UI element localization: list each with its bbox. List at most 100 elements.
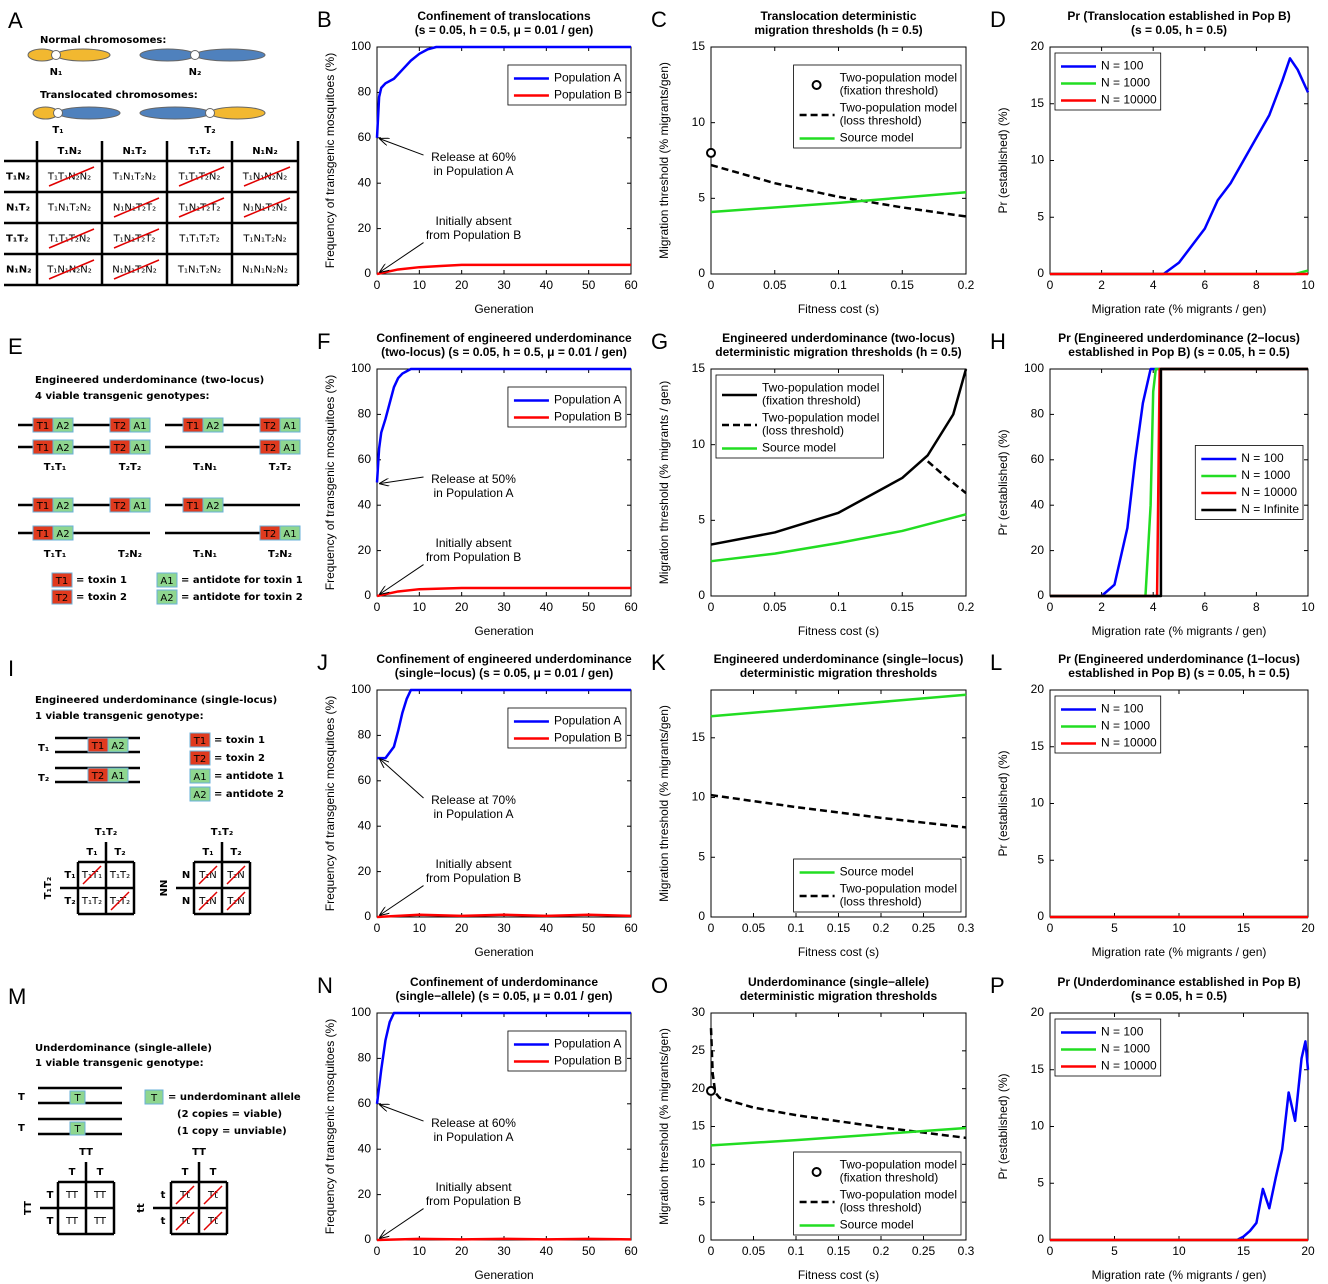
y-axis-label: Frequency of transgenic mosquitoes (%) — [323, 53, 337, 268]
panel-letter: H — [990, 329, 1006, 354]
locus-label: A1 — [133, 443, 146, 454]
series-line — [375, 367, 631, 483]
locus-label: A1 — [133, 421, 146, 432]
annotation: Release at 50% — [431, 472, 516, 486]
x-tick-label: 0.05 — [763, 278, 787, 292]
chromosome-label: T₂ — [38, 773, 49, 784]
key-label: (2 copies = viable) — [177, 1109, 282, 1120]
series-line — [709, 1028, 967, 1140]
diagram-line — [203, 1211, 223, 1231]
chart-title: Confinement of engineered underdominance — [376, 331, 632, 345]
x-tick-label: 0.1 — [788, 921, 805, 935]
key-label: = underdominant allele — [168, 1092, 301, 1103]
punnett-column: T — [69, 1167, 76, 1178]
y-tick-label: 5 — [1037, 1175, 1044, 1189]
chart-title: (single−locus) (s = 0.05, μ = 0.01 / gen… — [395, 666, 613, 680]
series-line — [377, 688, 631, 760]
punnett-column: T — [182, 1167, 189, 1178]
punnett-column: T₁ — [86, 847, 97, 858]
y-axis-label: Pr (established) (%) — [996, 1073, 1010, 1179]
legend-label: Population B — [554, 731, 622, 745]
annotation: in Population A — [433, 807, 513, 821]
chart-title: deterministic migration thresholds (h = … — [715, 345, 961, 359]
y-tick-label: 10 — [692, 790, 706, 804]
locus-label: T1 — [186, 501, 199, 512]
y-tick-label: 20 — [1031, 543, 1045, 557]
punnett-parent: T₁T₂ — [211, 827, 233, 838]
column-label: T₁T₂ — [188, 146, 210, 157]
x-tick-label: 40 — [540, 278, 554, 292]
legend-label: Population A — [554, 393, 621, 407]
panel-letter: M — [8, 984, 26, 1009]
key-box — [144, 1089, 164, 1105]
row-label: T₁T₂ — [6, 234, 28, 245]
column-label: N₁T₂ — [123, 146, 147, 157]
y-tick-label: 100 — [351, 361, 371, 375]
y-tick-label: 5 — [1037, 209, 1044, 223]
x-tick-label: 8 — [1253, 278, 1260, 292]
y-tick-label: 20 — [358, 543, 372, 557]
annotation-arrow — [380, 564, 424, 594]
key-box — [189, 786, 211, 802]
chart-title: Confinement of translocations — [417, 9, 591, 23]
y-tick-label: 15 — [692, 39, 706, 53]
x-tick-label: 30 — [497, 600, 511, 614]
locus-label: T2 — [113, 421, 126, 432]
x-tick-label: 6 — [1201, 278, 1208, 292]
series-line — [376, 1237, 632, 1242]
heading: Normal chromosomes: — [40, 35, 166, 46]
diagram-line — [226, 865, 246, 885]
annotation: Initially absent — [435, 1180, 512, 1194]
key-label: = antidote for toxin 2 — [181, 592, 303, 603]
x-tick-label: 0.05 — [763, 600, 787, 614]
panel-letter: F — [317, 329, 330, 354]
chart-title: (two-locus) (s = 0.05, h = 0.5, μ = 0.01… — [381, 345, 627, 359]
x-tick-label: 0.3 — [958, 921, 975, 935]
cell: N₁N₁N₂N₂ — [242, 265, 288, 276]
heading: Engineered underdominance (single-locus) — [35, 695, 277, 706]
x-tick-label: 50 — [582, 600, 596, 614]
y-tick-label: 25 — [692, 1043, 706, 1057]
punnett-column: T — [97, 1167, 104, 1178]
legend-label: (loss threshold) — [840, 1201, 922, 1215]
y-tick-label: 100 — [351, 39, 371, 53]
legend-box — [715, 374, 884, 459]
chromosome-arm — [139, 48, 196, 62]
punnett-cell: T₁T₂ — [109, 870, 130, 881]
locus-label: T1 — [186, 421, 199, 432]
punnett-column: T₂ — [230, 847, 241, 858]
legend-label: N = 1000 — [1101, 1042, 1150, 1056]
y-tick-label: 15 — [1031, 96, 1045, 110]
x-tick-label: 8 — [1253, 600, 1260, 614]
x-tick-label: 0.15 — [827, 1244, 851, 1258]
locus-label: T1 — [91, 741, 104, 752]
x-tick-label: 10 — [1301, 278, 1315, 292]
annotation: Initially absent — [435, 857, 512, 871]
locus-label: A1 — [133, 501, 146, 512]
locus-label: T2 — [263, 443, 276, 454]
heading: 1 viable transgenic genotype: — [35, 711, 204, 722]
x-tick-label: 0.2 — [873, 1244, 890, 1258]
punnett-cell: TT — [65, 1190, 79, 1201]
x-tick-label: 0.25 — [912, 921, 936, 935]
locus-box — [52, 497, 74, 513]
y-tick-label: 40 — [358, 818, 372, 832]
column-label: T₁N₂ — [58, 146, 82, 157]
x-tick-label: 0.1 — [830, 278, 847, 292]
punnett-parent: T₁T₂ — [95, 827, 117, 838]
legend-marker — [811, 80, 822, 90]
legend-label: N = 100 — [1101, 59, 1144, 73]
chart-title: (single−allele) (s = 0.05, μ = 0.01 / ge… — [395, 989, 612, 1003]
series-line — [710, 793, 967, 829]
y-tick-label: 0 — [698, 588, 705, 602]
y-tick-label: 15 — [1031, 739, 1045, 753]
y-tick-label: 0 — [364, 909, 371, 923]
y-tick-label: 5 — [698, 513, 705, 527]
x-tick-label: 0 — [708, 278, 715, 292]
y-tick-label: 0 — [1037, 588, 1044, 602]
key-box-label: A1 — [160, 576, 173, 587]
genotype-label: T₂N₂ — [118, 549, 142, 560]
y-tick-label: 0 — [698, 1232, 705, 1246]
annotation-arrow — [380, 759, 424, 799]
y-tick-label: 80 — [1031, 407, 1045, 421]
